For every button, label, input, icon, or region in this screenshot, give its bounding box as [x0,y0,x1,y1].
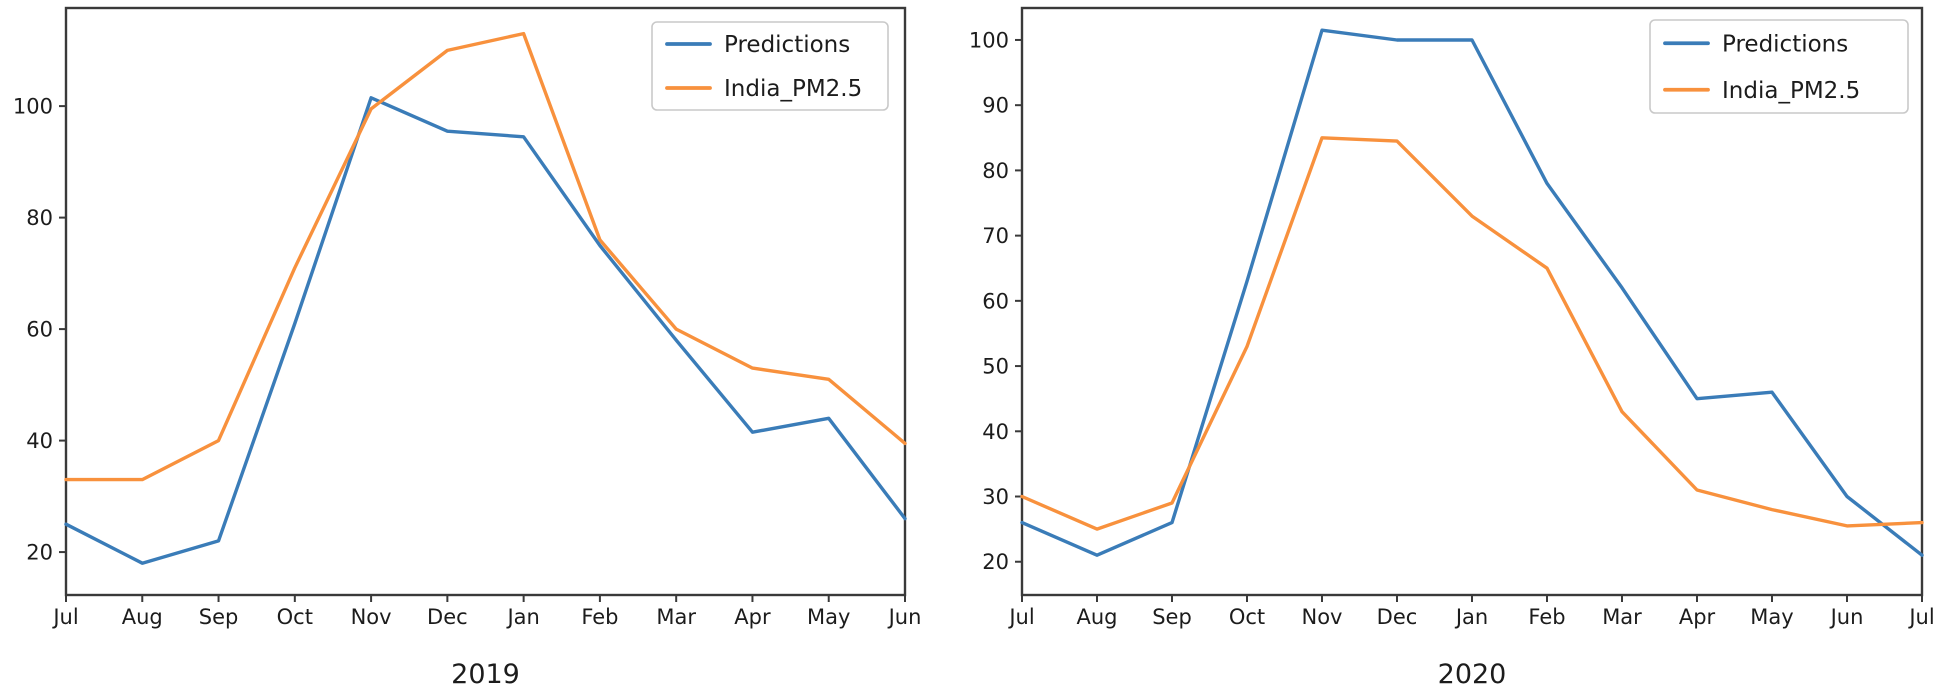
legend: Predictions India_PM2.5 [651,21,889,111]
y-tick-label: 80 [982,159,1009,183]
x-tick-label: May [807,605,850,629]
x-tick-label: Oct [277,605,313,629]
series-line-india-pm2-5 [64,31,907,482]
chart-2020: 20 30 40 50 60 70 80 90 100 Jul Aug Sep Oct Nov Dec Jan… [969,6,1935,690]
series-line-predictions [1020,28,1924,557]
y-tick-label: 70 [982,224,1009,248]
x-tick-label: Jan [505,605,539,629]
x-tick-label: Aug [122,605,163,629]
y-tick-label: 40 [982,420,1009,444]
x-tick-label: Apr [734,605,771,629]
axis-year-label: 2019 [451,659,520,690]
series-line-predictions [64,96,907,565]
x-tick-label: Nov [351,605,392,629]
y-tick-label: 40 [26,429,53,453]
legend-label: Predictions [1722,31,1848,57]
x-tick-label: Mar [656,605,696,629]
y-tick-label: 80 [26,206,53,230]
legend-label: India_PM2.5 [1722,78,1860,104]
legend-label: India_PM2.5 [724,76,862,102]
x-tick-label: Feb [581,605,618,629]
x-tick-label: Mar [1602,605,1642,629]
x-tick-label: Apr [1679,605,1716,629]
axis-year-label: 2020 [1438,659,1507,690]
x-tick-label: Nov [1302,605,1343,629]
chart-2019: 20 40 60 80 100 Jul Aug Sep Oct Nov Dec Jan Feb Mar Ap… [13,6,922,690]
y-tick-label: 20 [982,550,1009,574]
x-tick-label: Jan [1454,605,1488,629]
y-tick-label: 30 [982,485,1009,509]
y-tick-label: 100 [13,95,53,119]
x-tick-label: Jul [51,605,78,629]
legend: Predictions India_PM2.5 [1649,19,1909,114]
x-tick-label: Dec [427,605,468,629]
y-tick-label: 100 [969,28,1009,52]
x-tick-label: Jul [1907,605,1934,629]
x-tick-label: Sep [199,605,239,629]
legend-box [1649,19,1909,114]
x-tick-label: Jun [1829,605,1864,629]
x-tick-label: Jul [1007,605,1034,629]
x-tick-label: Aug [1076,605,1117,629]
y-tick-label: 50 [982,355,1009,379]
y-tick-label: 20 [26,541,53,565]
y-tick-label: 60 [982,289,1009,313]
series-line-india-pm2-5 [1020,136,1924,531]
x-tick-label: Dec [1377,605,1418,629]
x-tick-label: Sep [1152,605,1192,629]
y-tick-label: 60 [26,318,53,342]
x-tick-label: May [1750,605,1793,629]
x-tick-label: Feb [1528,605,1565,629]
legend-label: Predictions [724,32,850,58]
x-tick-label: Oct [1229,605,1265,629]
plot-border [64,6,907,597]
y-tick-label: 90 [982,94,1009,118]
x-tick-label: Jun [887,605,922,629]
